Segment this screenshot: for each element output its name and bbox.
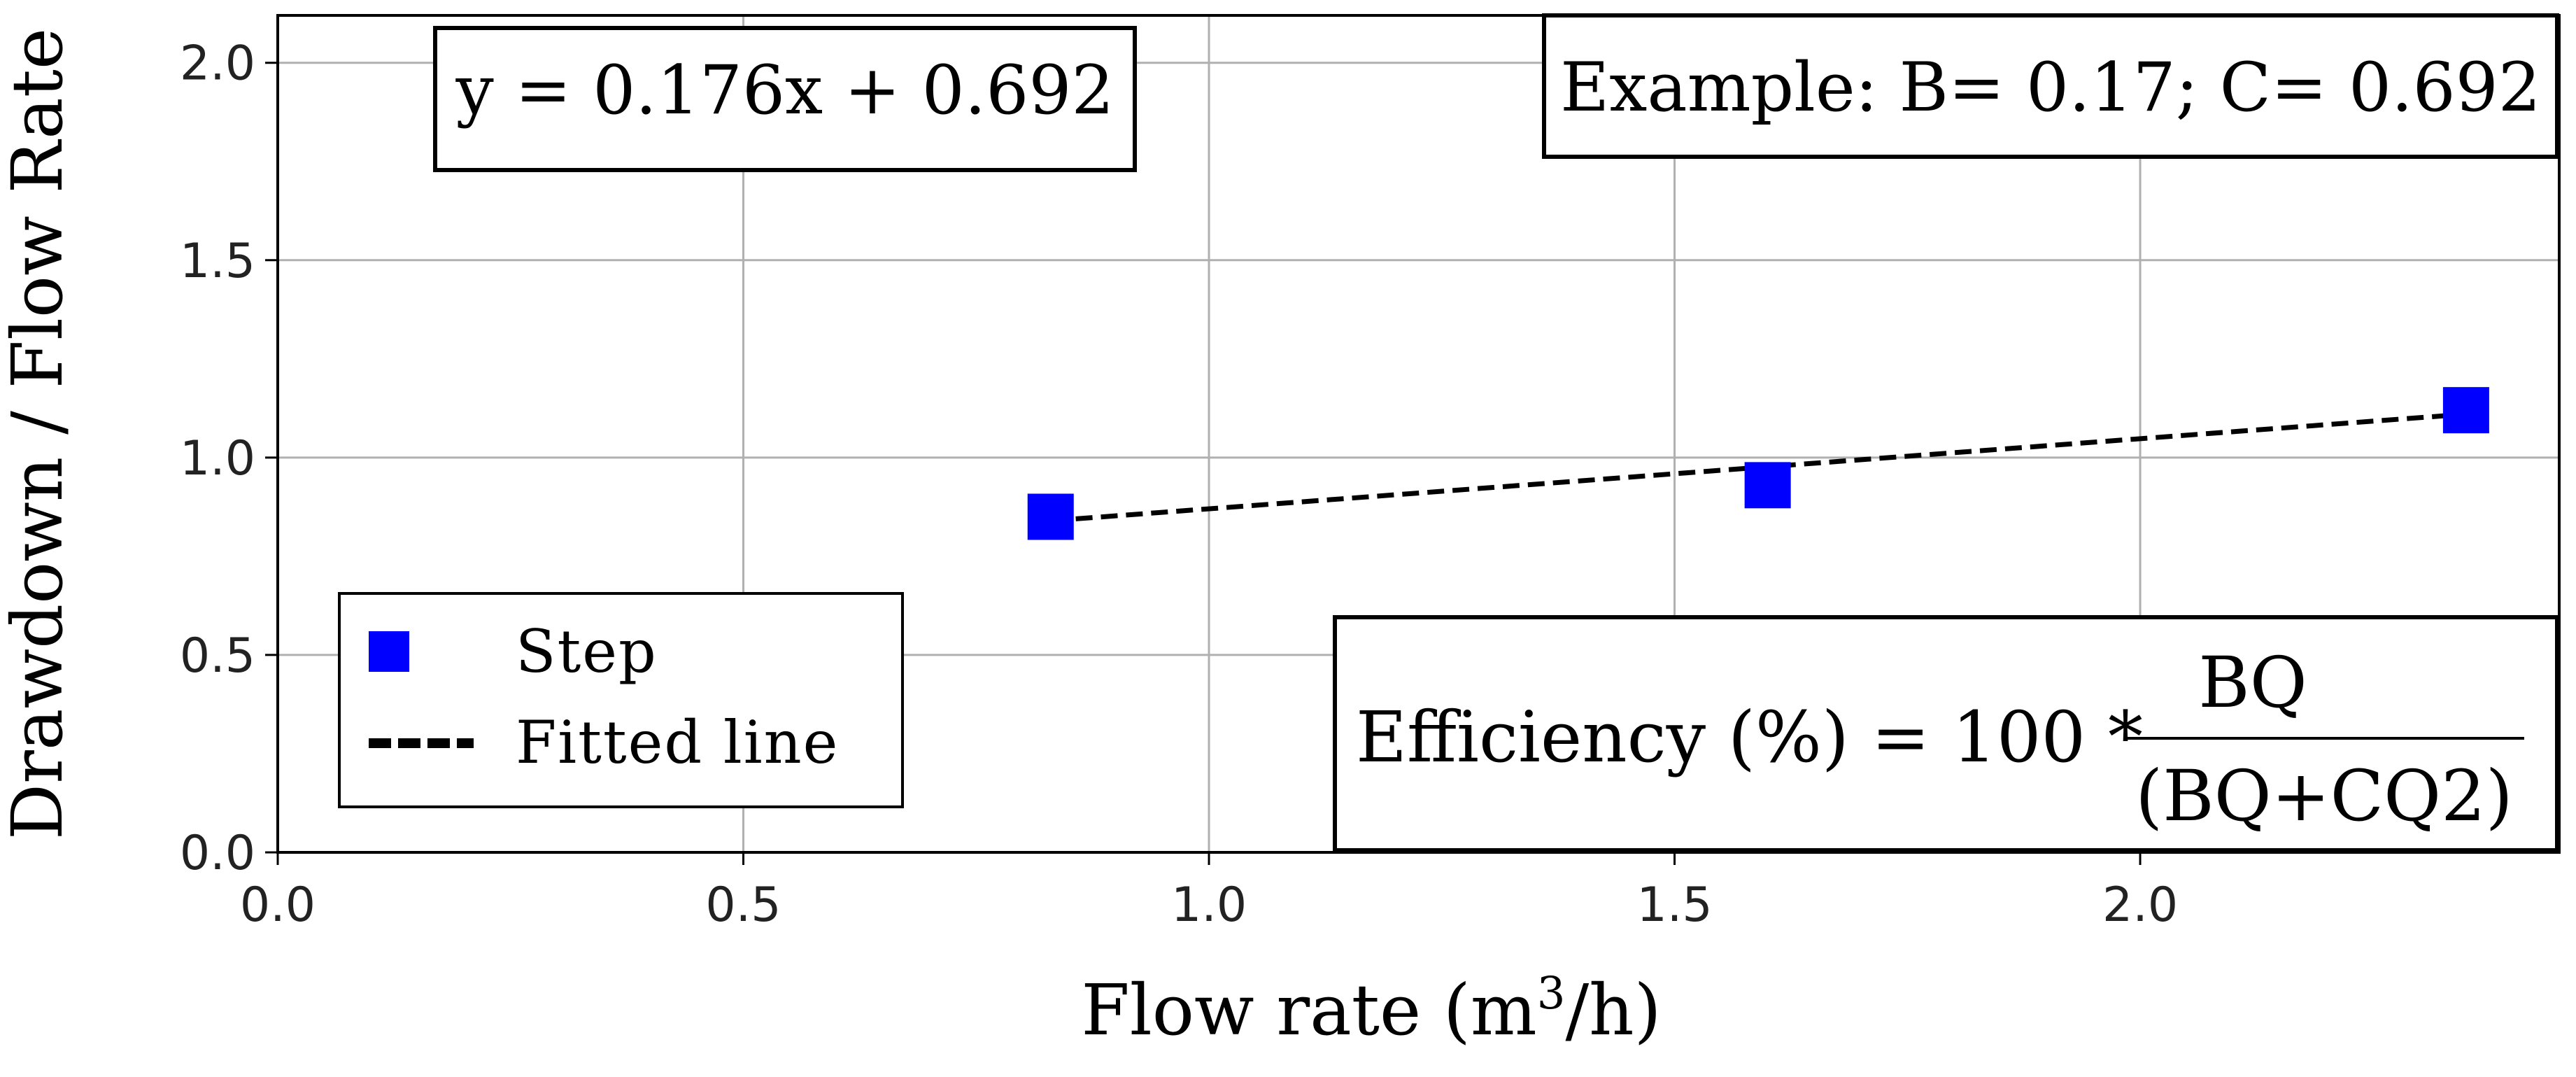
y-tick-label: 2.0 [180,36,255,92]
equation-annotation: y = 0.176x + 0.692 [433,26,1137,172]
legend-fitted-line-label: Fitted line [516,708,839,777]
svg-text:Example: B= 0.17; C= 0.692: Example: B= 0.17; C= 0.692 [1560,48,2541,127]
efficiency-denominator: (BQ+CQ2) [2135,755,2512,837]
y-tick-label: 1.0 [180,431,255,486]
x-tick-label: 0.5 [705,878,781,933]
series [1027,387,2489,540]
y-tick-label: 1.5 [180,234,255,289]
step-point [2442,387,2489,434]
y-axis-title: Drawdown / Flow Rate [0,28,78,840]
y-tick-label: 0.0 [180,826,255,881]
svg-text:y = 0.176x + 0.692: y = 0.176x + 0.692 [455,51,1114,129]
legend-step-marker [369,631,409,672]
x-tick-label: 1.5 [1636,878,1712,933]
x-tick-label: 2.0 [2102,878,2178,933]
efficiency-lhs: Efficiency (%) = 100 * [1356,696,2143,778]
x-tick-label: 1.0 [1171,878,1247,933]
step-point [1027,493,1074,540]
efficiency-numerator: BQ [2198,642,2307,724]
x-axis-title: Flow rate (m3/h) [1081,968,1661,1051]
axis-ticks: 0.0 0.5 1.0 1.5 2.0 0.0 0.5 1.0 1.5 2.0 [180,36,2178,933]
x-tick-label: 0.0 [240,878,316,933]
efficiency-annotation: Efficiency (%) = 100 * BQ (BQ+CQ2) [1333,615,2559,852]
legend-step-label: Step [516,617,658,686]
legend: Step Fitted line [338,592,904,808]
y-tick-label: 0.5 [180,628,255,684]
example-annotation: Example: B= 0.17; C= 0.692 [1542,13,2559,159]
step-point [1744,462,1791,509]
